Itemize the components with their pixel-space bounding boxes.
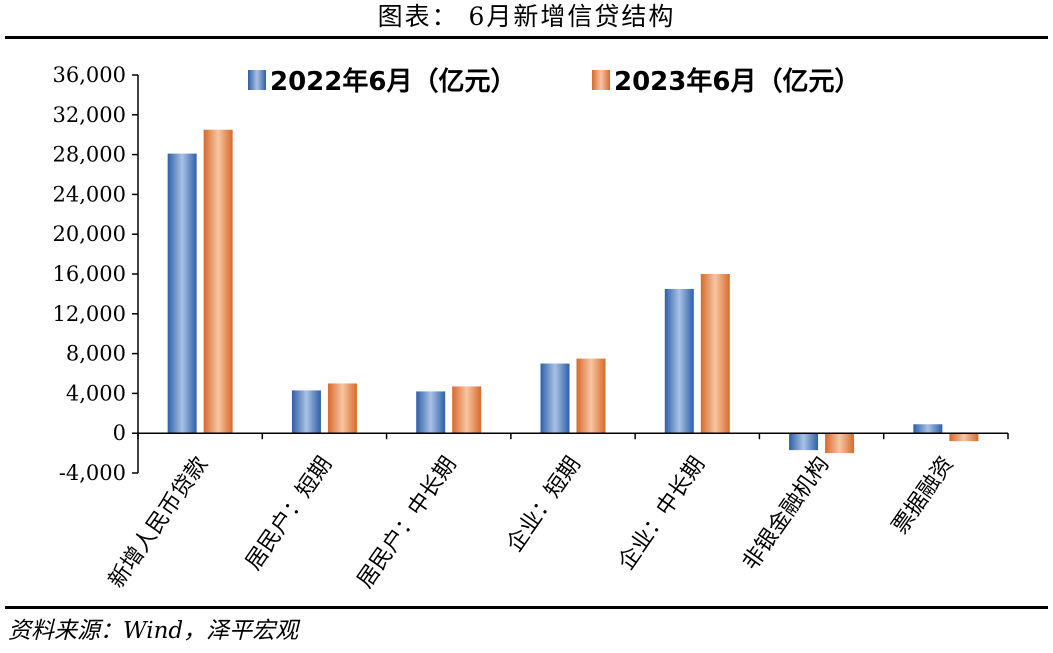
y-tick-label: 0 — [113, 421, 126, 445]
y-tick-label: 24,000 — [53, 182, 126, 206]
x-category-label: 居民户：短期 — [241, 452, 337, 574]
legend-swatch — [248, 70, 266, 90]
bar-series-2 — [949, 433, 979, 442]
x-category-label: 居民户：中长期 — [353, 452, 462, 593]
x-category-label: 企业：短期 — [502, 452, 586, 556]
y-tick-label: 4,000 — [66, 381, 126, 405]
legend: 2022年6月（亿元） 2023年6月（亿元） — [248, 66, 860, 97]
bars — [167, 129, 979, 454]
x-axis: 新增人民币贷款 居民户：短期 居民户：中长期 企业：短期 企业：中长期 非银金融机构 票据融… — [104, 432, 1009, 593]
bar-series-2 — [327, 383, 357, 434]
legend-swatch — [592, 70, 610, 90]
bar-series-1 — [789, 433, 819, 451]
y-tick-label: 32,000 — [53, 103, 126, 127]
bar-series-2 — [576, 358, 606, 434]
y-tick-label: 12,000 — [53, 302, 126, 326]
y-tick-label: 8,000 — [66, 342, 126, 366]
bar-series-2 — [825, 433, 855, 454]
bar-series-1 — [291, 390, 321, 434]
bar-series-1 — [167, 153, 197, 434]
y-axis: -4,000 0 4,000 8,000 12,000 16,000 20,000 24,00… — [53, 63, 139, 485]
x-category-label: 非银金融机构 — [738, 452, 834, 574]
bottom-rule — [5, 606, 1048, 609]
legend-label: 2022年6月（亿元） — [270, 66, 516, 97]
y-tick-label: 36,000 — [53, 63, 126, 87]
y-tick-label: 20,000 — [53, 222, 126, 246]
bar-series-1 — [540, 363, 570, 434]
bar-series-2 — [700, 274, 730, 434]
bar-series-1 — [416, 391, 446, 434]
y-tick-label: 16,000 — [53, 262, 126, 286]
x-category-label: 票据融资 — [888, 452, 959, 538]
y-tick-label: -4,000 — [59, 461, 126, 485]
bar-series-1 — [664, 288, 694, 434]
source-note: 资料来源：Wind，泽平宏观 — [8, 618, 299, 644]
bar-series-2 — [203, 129, 233, 434]
x-category-label: 企业：中长期 — [614, 452, 710, 574]
bar-chart: -4,000 0 4,000 8,000 12,000 16,000 20,000 24,00… — [53, 63, 1009, 593]
legend-label: 2023年6月（亿元） — [614, 66, 860, 97]
bar-series-2 — [452, 386, 482, 434]
chart-title: 图表： 6月新增信贷结构 — [377, 2, 676, 31]
top-rule — [5, 36, 1048, 39]
bar-series-1 — [913, 424, 943, 434]
y-tick-label: 28,000 — [53, 143, 126, 167]
